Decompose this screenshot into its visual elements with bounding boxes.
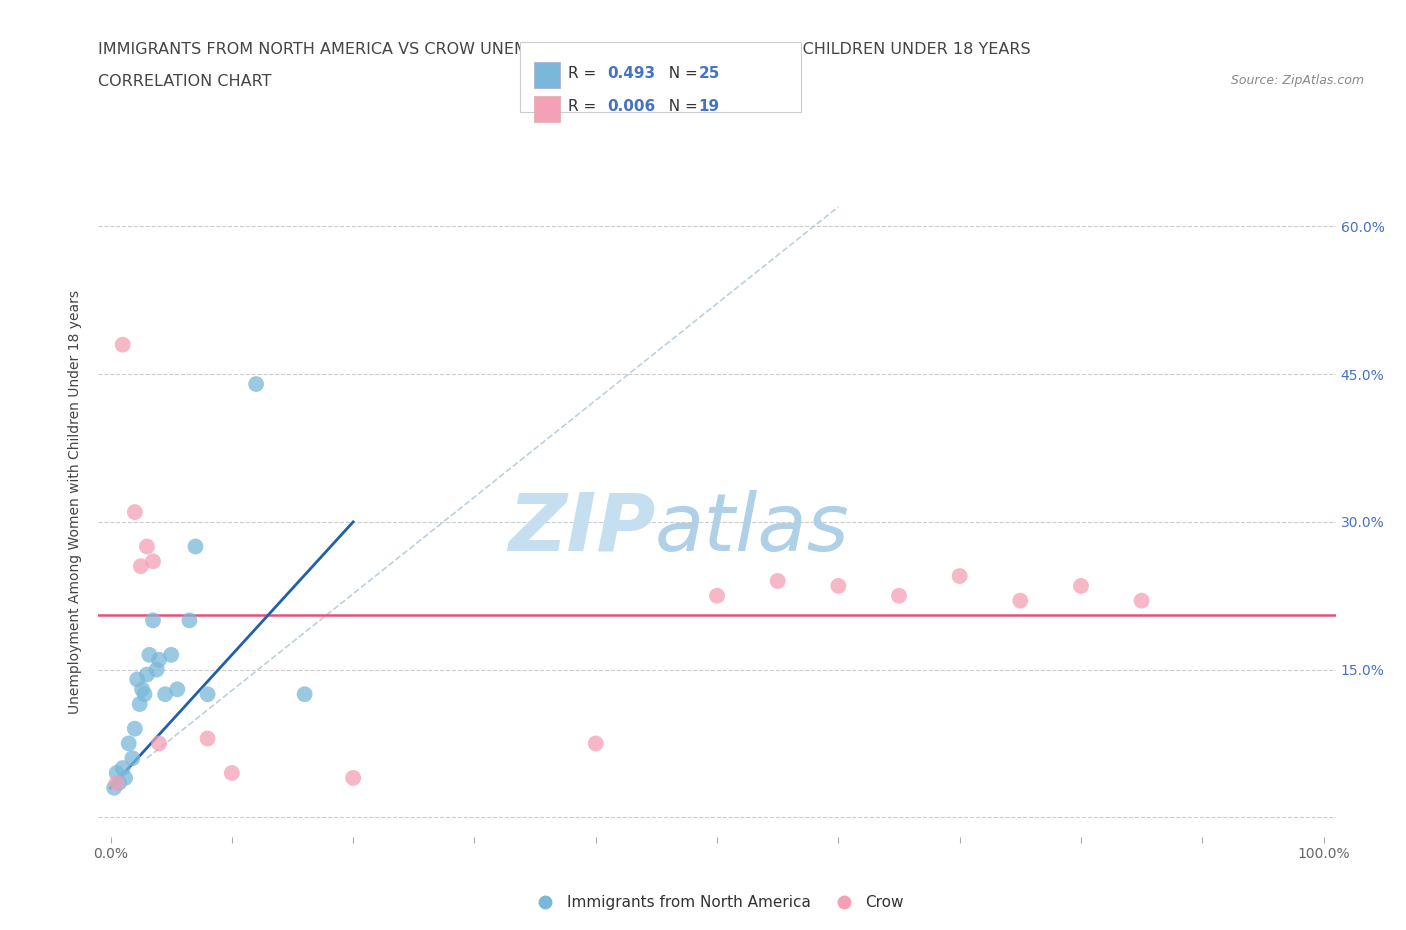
Point (129, 559, 152, 574)
Text: Source: ZipAtlas.com: Source: ZipAtlas.com (1230, 74, 1364, 87)
Point (138, 647, 160, 662)
Point (108, 776, 131, 790)
Point (118, 736, 141, 751)
Point (142, 554, 165, 569)
Point (1070, 578, 1092, 593)
Point (124, 722, 146, 737)
Point (706, 589, 728, 604)
Point (949, 568, 972, 583)
Point (1130, 593, 1153, 608)
Point (197, 731, 219, 746)
Legend: Immigrants from North America, Crow: Immigrants from North America, Crow (524, 889, 910, 916)
Text: R =: R = (568, 100, 602, 114)
Text: R =: R = (568, 66, 602, 81)
Point (145, 662, 167, 677)
Point (197, 686, 219, 701)
Point (105, 765, 128, 780)
Point (148, 736, 170, 751)
Point (766, 574, 789, 589)
Point (111, 338, 134, 352)
Y-axis label: Unemployment Among Women with Children Under 18 years: Unemployment Among Women with Children U… (69, 290, 83, 714)
Text: N =: N = (659, 66, 703, 81)
Point (127, 672, 149, 687)
Point (142, 613, 165, 628)
Point (1010, 593, 1032, 608)
Point (124, 505, 146, 520)
Point (166, 682, 188, 697)
Point (121, 751, 143, 765)
Point (103, 780, 125, 795)
Point (294, 686, 316, 701)
Text: N =: N = (659, 100, 703, 114)
Point (827, 578, 849, 593)
Point (179, 613, 201, 628)
Point (160, 647, 183, 662)
Point (887, 589, 910, 604)
Point (136, 667, 159, 682)
Point (184, 539, 207, 554)
Point (134, 686, 156, 701)
Point (148, 652, 170, 667)
Point (136, 539, 159, 554)
Text: 25: 25 (699, 66, 720, 81)
Text: ZIP: ZIP (508, 490, 655, 568)
Point (105, 776, 128, 790)
Point (114, 770, 136, 785)
Point (221, 765, 243, 780)
Point (342, 770, 364, 785)
Text: 19: 19 (699, 100, 720, 114)
Text: CORRELATION CHART: CORRELATION CHART (98, 74, 271, 89)
Point (128, 697, 150, 711)
Text: IMMIGRANTS FROM NORTH AMERICA VS CROW UNEMPLOYMENT AMONG WOMEN WITH CHILDREN UND: IMMIGRANTS FROM NORTH AMERICA VS CROW UN… (98, 42, 1031, 57)
Point (111, 761, 134, 776)
Text: 0.006: 0.006 (607, 100, 655, 114)
Point (153, 686, 176, 701)
Text: 0.493: 0.493 (607, 66, 655, 81)
Point (245, 377, 267, 392)
Point (131, 682, 153, 697)
Text: atlas: atlas (655, 490, 851, 568)
Point (585, 736, 607, 751)
